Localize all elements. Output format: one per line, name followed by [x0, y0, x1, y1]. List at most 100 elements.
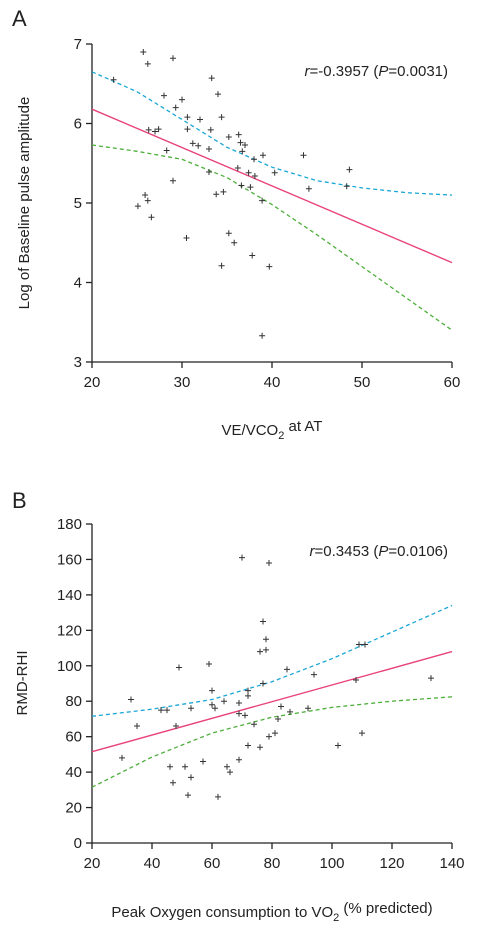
panel-a-data-point [189, 140, 196, 147]
panel-b-y-label: RMD-RHI [14, 651, 31, 716]
panel-a-data-point [206, 168, 212, 175]
panel-b-data-point [209, 701, 215, 708]
panel-a-data-point [170, 177, 176, 184]
panel-a-data-point [225, 230, 232, 237]
panel-b-data-point [257, 648, 263, 655]
panel-a-data-point [144, 60, 151, 67]
panel-b-x-tick-label: 80 [264, 855, 281, 872]
panel-a-x-ticks: 20 30 40 50 60 [84, 362, 460, 391]
panel-b-data-point [284, 666, 290, 673]
panel-a-data-point [245, 169, 252, 176]
panel-a-data-point [259, 197, 266, 204]
panel-a-data-point [161, 92, 167, 99]
panel-a-data-point [213, 191, 220, 198]
panel-b-ci-upper-line [91, 604, 453, 717]
panel-b-x-label: Peak Oxygen consumption to VO2 (% predic… [111, 900, 432, 924]
panel-a-points [110, 48, 353, 339]
panel-b-data-point [239, 554, 245, 561]
panel-a-data-point [343, 183, 350, 190]
panel-b-data-point [128, 696, 134, 703]
panel-b-y-tick-label: 140 [57, 587, 82, 604]
panel-b-label: B [12, 488, 27, 513]
panel-a-data-point [220, 188, 227, 195]
panel-a-y-tick-label: 5 [74, 195, 82, 212]
panel-a-data-point [346, 166, 353, 173]
panel-a-data-point [251, 156, 257, 163]
panel-a-annotation: r=-0.3957 (P=0.0031) [305, 63, 448, 80]
panel-b-data-point [305, 705, 311, 712]
panel-b-x-label-tail: (% predicted) [339, 900, 432, 917]
panel-a-data-point [155, 126, 162, 133]
panel-b-data-point [188, 774, 194, 781]
panel-b-data-point [335, 742, 341, 749]
panel-a-data-point [239, 148, 246, 155]
panel-b-y-tick-label: 60 [65, 729, 82, 746]
panel-b-data-point [224, 763, 230, 770]
panel-b-data-point [170, 779, 176, 786]
panel-a-data-point [206, 145, 212, 152]
panel-b-data-point [215, 793, 221, 800]
panel-b-x-tick-label: 20 [84, 855, 101, 872]
panel-a-data-point [242, 141, 248, 148]
panel-b-r-label: r [310, 543, 316, 560]
panel-b-data-point [356, 641, 362, 648]
panel-b-data-point [266, 559, 272, 566]
panel-a-data-point [110, 76, 117, 83]
panel-b-data-point [245, 742, 251, 749]
panel-b-data-point [311, 671, 317, 678]
panel-a-data-point [247, 184, 254, 191]
panel-a-p-value: =0.0031) [388, 63, 448, 80]
panel-a-data-point [234, 165, 241, 172]
panel-a-data-point [251, 172, 258, 179]
panel-b-data-point [209, 687, 215, 694]
panel-a-data-point [231, 239, 238, 246]
panel-a-y-tick-label: 3 [74, 354, 82, 371]
panel-b-x-tick-label: 40 [144, 855, 161, 872]
panel-a-ci-lower-line [91, 144, 453, 331]
panel-a-y-tick-label: 6 [74, 116, 82, 133]
panel-a-x-label-tail: at AT [284, 418, 322, 435]
panel-a-data-point [184, 114, 191, 121]
panel-b-data-point [185, 792, 191, 799]
panel-a-data-point [134, 203, 141, 210]
panel-b-data-point [236, 756, 242, 763]
panel-b-y-tick-label: 80 [65, 693, 82, 710]
panel-b-x-tick-label: 140 [439, 855, 464, 872]
panel-a-data-point [208, 75, 215, 82]
panel-a-data-point [235, 131, 242, 138]
panel-b-y-tick-label: 40 [65, 764, 82, 781]
panel-b-y-tick-label: 100 [57, 658, 82, 675]
panel-b-data-point [182, 763, 188, 770]
panel-b-data-point [362, 641, 368, 648]
panel-a-data-point [249, 252, 256, 259]
panel-b-data-point [257, 744, 263, 751]
panel-b-data-point [287, 708, 293, 715]
panel-a-data-point [207, 126, 214, 133]
panel-b-data-point [359, 730, 365, 737]
panel-a-data-point [225, 134, 232, 141]
panel-b-data-point [188, 705, 194, 712]
panel-a-regression-line [91, 108, 453, 264]
panel-a-data-point [195, 142, 202, 149]
panel-a-data-point [300, 152, 307, 159]
panel-a-data-point [152, 128, 158, 135]
panel-a-data-point [145, 126, 152, 133]
panel-b-data-point [158, 707, 164, 714]
panel-b-y-tick-label: 160 [57, 551, 82, 568]
panel-b-data-point [173, 723, 179, 730]
panel-a-data-point [260, 152, 266, 159]
panel-a-x-tick-label: 20 [84, 374, 101, 391]
panel-a-data-point [142, 192, 149, 199]
panel-a-data-point [183, 234, 190, 241]
panel-a-data-point [218, 114, 225, 121]
panel-a-y-label: Log of Baseline pulse amplitude [16, 97, 33, 310]
panel-a-data-point [184, 126, 191, 133]
panel-a-r-label: r [305, 63, 311, 80]
panel-b-data-point [245, 687, 251, 694]
panel-b-data-point [236, 710, 242, 717]
panel-b-r-value: =0.3453 ( [315, 543, 379, 560]
panel-b-data-point [134, 723, 140, 730]
panel-b-data-point [428, 675, 434, 682]
